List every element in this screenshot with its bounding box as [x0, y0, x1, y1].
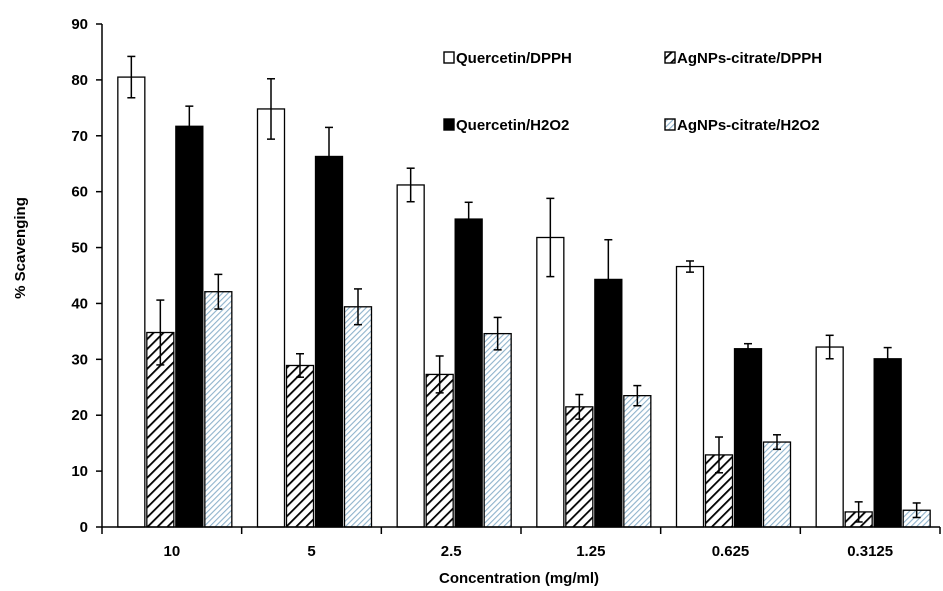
y-tick-label: 10: [71, 463, 88, 480]
bar-quercetin-h2o2: [454, 218, 483, 528]
legend-swatch-quercetin-h2o2: [443, 118, 455, 131]
x-tick-label: 2.5: [441, 543, 462, 560]
legend-label-agnps-citrate-dpph: AgNPs-citrate/DPPH: [677, 50, 822, 67]
bar-agnps-citrate-dpph: [425, 373, 454, 528]
bar-quercetin-dpph: [815, 346, 844, 528]
x-tick-label: 5: [307, 543, 315, 560]
legend-item-agnps-citrate-dpph: AgNPs-citrate/DPPH: [664, 50, 822, 67]
bars: [117, 76, 931, 528]
y-axis-title: % Scavenging: [12, 197, 29, 299]
x-tick-label: 0.625: [712, 543, 750, 560]
y-tick-label: 20: [71, 407, 88, 424]
legend-swatch-quercetin-dpph: [443, 51, 455, 64]
y-tick-label: 40: [71, 295, 88, 312]
x-axis-ticks: 10 5 2.5 1.25 0.625 0.3125: [101, 527, 941, 560]
bar-agnps-citrate-h2o2: [343, 306, 373, 528]
legend-swatch-agnps-citrate-dpph: [664, 51, 676, 64]
legend-swatch-agnps-citrate-h2o2: [664, 118, 676, 131]
bar-agnps-citrate-h2o2: [204, 291, 233, 528]
y-tick-label: 80: [71, 72, 88, 89]
bar-agnps-citrate-dpph: [285, 364, 315, 528]
y-tick-label: 50: [71, 240, 88, 257]
bar-quercetin-dpph: [256, 108, 286, 528]
bar-quercetin-dpph: [675, 265, 705, 528]
bar-quercetin-h2o2: [873, 358, 902, 528]
bar-quercetin-h2o2: [175, 125, 204, 528]
error-bars: [127, 55, 921, 523]
bar-quercetin-h2o2: [733, 348, 763, 528]
y-tick-label: 0: [80, 519, 88, 536]
legend-item-agnps-citrate-h2o2: AgNPs-citrate/H2O2: [664, 117, 820, 134]
legend: Quercetin/DPPH AgNPs-citrate/DPPH Querce…: [443, 50, 822, 134]
bar-quercetin-dpph: [536, 236, 565, 528]
bar-quercetin-h2o2: [594, 278, 623, 528]
bar-agnps-citrate-h2o2: [623, 395, 652, 528]
bar-agnps-citrate-h2o2: [483, 332, 512, 528]
bar-quercetin-dpph: [117, 76, 146, 528]
bar-quercetin-h2o2: [314, 155, 344, 528]
y-tick-label: 90: [71, 16, 88, 33]
x-tick-label: 10: [163, 543, 180, 560]
x-axis-title: Concentration (mg/ml): [439, 570, 599, 587]
legend-label-quercetin-h2o2: Quercetin/H2O2: [456, 117, 569, 134]
y-tick-label: 30: [71, 351, 88, 368]
legend-item-quercetin-dpph: Quercetin/DPPH: [443, 50, 572, 67]
legend-label-quercetin-dpph: Quercetin/DPPH: [456, 50, 572, 67]
y-tick-label: 70: [71, 128, 88, 145]
y-tick-label: 60: [71, 184, 88, 201]
x-tick-label: 0.3125: [847, 543, 893, 560]
legend-label-agnps-citrate-h2o2: AgNPs-citrate/H2O2: [677, 117, 820, 134]
y-axis-ticks: 0 10 20 30 40 50 60 70 80 90: [71, 16, 102, 536]
bar-agnps-citrate-dpph: [565, 406, 594, 528]
bar-agnps-citrate-h2o2: [762, 441, 792, 528]
bar-agnps-citrate-dpph: [704, 454, 734, 528]
x-tick-label: 1.25: [576, 543, 605, 560]
legend-item-quercetin-h2o2: Quercetin/H2O2: [443, 117, 569, 134]
bar-quercetin-dpph: [396, 184, 425, 528]
